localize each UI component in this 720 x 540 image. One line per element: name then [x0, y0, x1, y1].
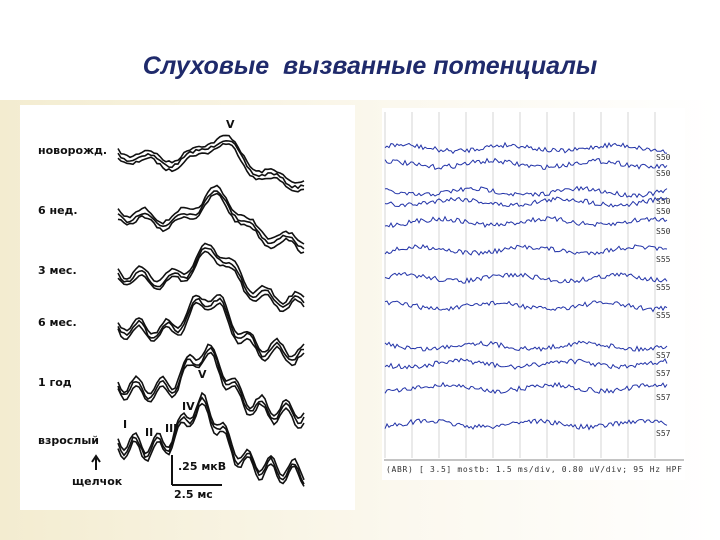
waveform: [117, 391, 305, 481]
waveform: [117, 142, 305, 193]
abr-trace: [384, 243, 668, 256]
waveform: [117, 396, 305, 485]
trace-label: S55: [656, 255, 671, 264]
peak-numeral: II: [145, 426, 153, 439]
trace-label: S57: [656, 351, 671, 360]
peak-numeral: I: [123, 418, 127, 431]
waveform: [117, 351, 305, 429]
age-label: 3 мес.: [38, 264, 77, 277]
abr-trace: [384, 300, 668, 313]
waveform: [117, 343, 305, 420]
age-label: 6 нед.: [38, 204, 78, 217]
abr-trace: [384, 215, 668, 228]
waveform: [117, 346, 305, 425]
right-footer: (ABR) [ 3.5] mostb: 1.5 ms/div, 0.80 uV/…: [386, 465, 682, 474]
trace-label: S57: [656, 429, 671, 438]
trace-label: S55: [656, 283, 671, 292]
amplitude-scale: .25 мкВ: [178, 460, 226, 473]
waveform: [117, 134, 305, 184]
trace-label: S57: [656, 369, 671, 378]
waveform: [117, 293, 305, 358]
waveform: [117, 247, 305, 309]
left-figure-bg: [20, 105, 355, 510]
waveform: [117, 242, 305, 305]
slide-title: Слуховые вызванные потенциалы: [142, 52, 598, 80]
time-scale: 2.5 мс: [174, 488, 213, 501]
abr-trace: [384, 157, 668, 170]
peak-label: V: [226, 118, 235, 131]
age-label: взрослый: [38, 434, 99, 447]
waveform: [117, 139, 305, 190]
waveform: [117, 184, 305, 245]
trace-label: S57: [656, 393, 671, 402]
trace-label: S50: [656, 227, 671, 236]
abr-trace: [384, 340, 668, 353]
age-label: 1 год: [38, 376, 72, 389]
abr-trace: [384, 185, 668, 199]
waveform: [117, 402, 305, 487]
stimulus-arrow: [91, 454, 101, 470]
header-band: [0, 0, 720, 100]
trace-label: S50: [656, 169, 671, 178]
abr-trace: [384, 196, 668, 208]
peak-numeral: III: [165, 422, 177, 435]
trace-label: S50: [656, 197, 671, 206]
trace-label: S50: [656, 207, 671, 216]
waveform: [117, 190, 305, 250]
right-figure-bg: [382, 108, 685, 480]
abr-trace: [384, 357, 668, 370]
right-figure: S50S50S50S50S50S55S55S55S57S57S57S57(ABR…: [384, 112, 684, 474]
age-label: 6 мес.: [38, 316, 77, 329]
stimulus-label: щелчок: [72, 475, 123, 488]
abr-trace: [384, 418, 668, 431]
age-label: новорожд.: [38, 144, 107, 157]
waveform: [117, 250, 305, 313]
trace-label: S50: [656, 153, 671, 162]
abr-trace: [384, 381, 668, 395]
abr-trace: [384, 141, 668, 155]
left-figure: новорожд. 6 нед. 3 мес. 6 мес. 1 год взрослый…: [38, 118, 305, 501]
waveform: [117, 301, 305, 367]
waveform: [117, 192, 305, 255]
abr-trace: [384, 272, 668, 284]
peak-numeral: IV: [182, 400, 195, 413]
peak-numeral: V: [198, 368, 207, 381]
waveform: [117, 297, 305, 361]
trace-label: S55: [656, 311, 671, 320]
